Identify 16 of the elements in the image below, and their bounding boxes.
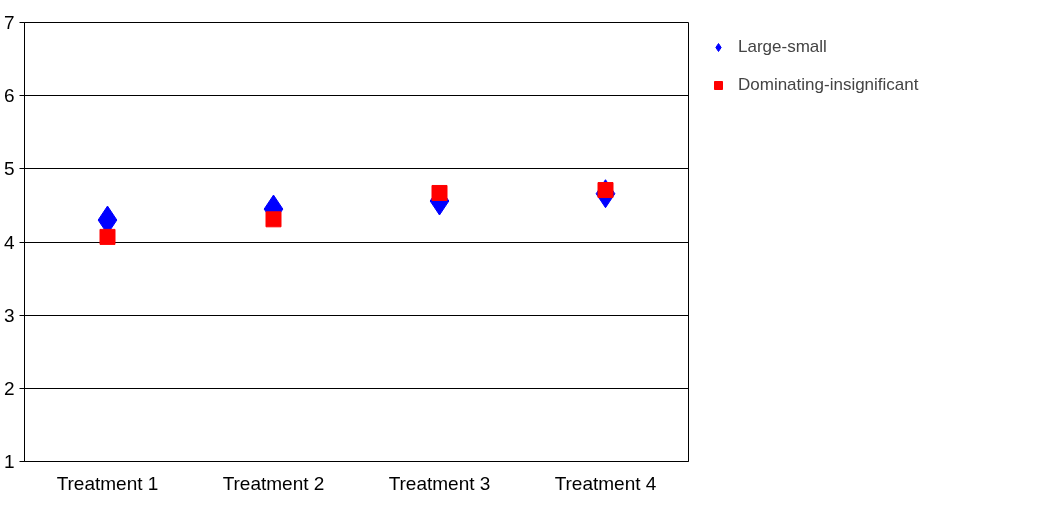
point xyxy=(431,184,448,201)
y-tick-label: 3 xyxy=(3,304,15,326)
y-tick-label: 7 xyxy=(3,12,15,33)
point xyxy=(265,211,282,228)
x-tick-label: Treatment 2 xyxy=(222,472,325,494)
y-tick-label: 1 xyxy=(3,451,15,472)
x-tick-label: Treatment 3 xyxy=(388,472,491,494)
y-tick-label: 2 xyxy=(3,377,15,399)
point xyxy=(99,228,116,245)
y-tick-label: 5 xyxy=(3,158,15,180)
x-tick-label: Treatment 1 xyxy=(56,472,159,494)
legend-label: Dominating-insignificant xyxy=(738,75,919,95)
legend-label: Large-small xyxy=(738,37,827,57)
y-tick-label: 4 xyxy=(3,231,15,253)
y-tick-label: 6 xyxy=(3,85,15,107)
x-tick-label: Treatment 4 xyxy=(554,472,657,494)
